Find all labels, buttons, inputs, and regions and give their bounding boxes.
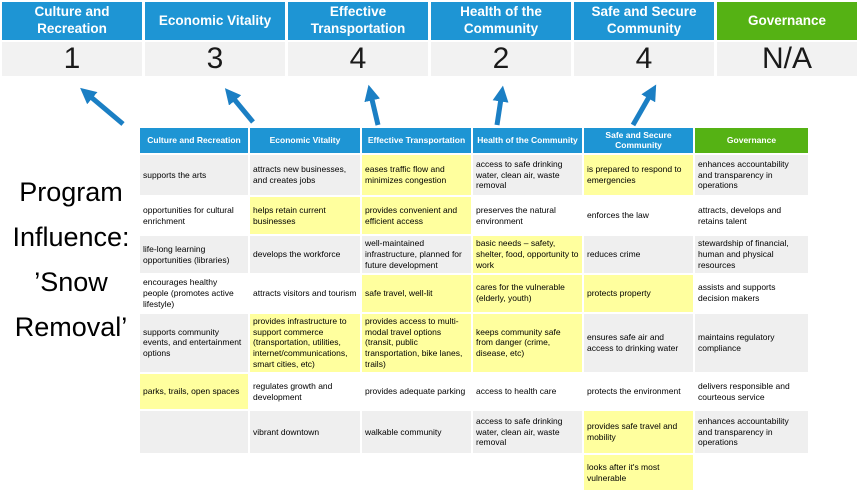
- matrix-header-2: Economic Vitality: [250, 128, 360, 153]
- matrix-cell-r2-c5: enforces the law: [584, 197, 693, 234]
- matrix-cell-r6-c2: regulates growth and development: [250, 374, 360, 409]
- matrix-cell-r7-c5: provides safe travel and mobility: [584, 411, 693, 453]
- arrow-icon-safe: [630, 84, 657, 127]
- banner-score-value: 3: [145, 42, 285, 76]
- matrix-cell-r1-c1: supports the arts: [140, 155, 248, 195]
- matrix-cell-r1-c3: eases traffic flow and minimizes congest…: [362, 155, 471, 195]
- arrow-icon-economic: [224, 88, 255, 124]
- matrix-cell-r2-c4: preserves the natural environment: [473, 197, 582, 234]
- banner-column-1: Culture and Recreation 1: [2, 2, 142, 76]
- matrix-header-1: Culture and Recreation: [140, 128, 248, 153]
- matrix-cell-r4-c1: encourages healthy people (promotes acti…: [140, 275, 248, 312]
- matrix-cell-r2-c2: helps retain current businesses: [250, 197, 360, 234]
- banner-header-label: Effective Transportation: [288, 2, 428, 40]
- matrix-cell-r4-c3: safe travel, well-lit: [362, 275, 471, 312]
- matrix-cell-r4-c4: cares for the vulnerable (elderly, youth…: [473, 275, 582, 312]
- banner-column-3: Effective Transportation 4: [288, 2, 428, 76]
- banner-score-value: 4: [574, 42, 714, 76]
- banner-score-value: 1: [2, 42, 142, 76]
- banner-column-2: Economic Vitality 3: [145, 2, 285, 76]
- matrix-cell-r4-c2: attracts visitors and tourism: [250, 275, 360, 312]
- matrix-cell-r3-c3: well-maintained infrastructure, planned …: [362, 236, 471, 273]
- banner-column-4: Health of the Community 2: [431, 2, 571, 76]
- matrix-cell-r5-c3: provides access to multi-modal travel op…: [362, 313, 471, 372]
- matrix-cell-r1-c5: is prepared to respond to emergencies: [584, 155, 693, 195]
- matrix-cell-r5-c2: provides infrastructure to support comme…: [250, 313, 360, 372]
- banner-score-value: 4: [288, 42, 428, 76]
- matrix-cell-r2-c3: provides convenient and efficient access: [362, 197, 471, 234]
- arrow-icon-health: [492, 85, 509, 126]
- matrix-cell-r3-c6: stewardship of financial, human and phys…: [695, 236, 808, 273]
- banner-header-label: Culture and Recreation: [2, 2, 142, 40]
- matrix-cell-r5-c6: maintains regulatory compliance: [695, 313, 808, 372]
- matrix-cell-r5-c1: supports community events, and entertain…: [140, 313, 248, 372]
- banner-header-label: Economic Vitality: [145, 2, 285, 40]
- matrix-cell-r7-c3: walkable community: [362, 411, 471, 453]
- program-title-line: Influence:: [12, 222, 130, 252]
- banner-header-label: Health of the Community: [431, 2, 571, 40]
- matrix-header-6: Governance: [695, 128, 808, 153]
- influence-matrix: Culture and Recreation Economic Vitality E…: [140, 128, 808, 490]
- matrix-cell-r8-c6: [695, 455, 808, 490]
- matrix-cell-r8-c1: [140, 455, 248, 490]
- matrix-cell-r6-c4: access to health care: [473, 374, 582, 409]
- arrow-icon-culture: [80, 87, 125, 126]
- program-title-line: Removal’: [14, 312, 128, 342]
- matrix-cell-r5-c5: ensures safe air and access to drinking …: [584, 313, 693, 372]
- matrix-header-3: Effective Transportation: [362, 128, 471, 153]
- matrix-cell-r2-c1: opportunities for cultural enrichment: [140, 197, 248, 234]
- matrix-cell-r7-c2: vibrant downtown: [250, 411, 360, 453]
- score-banner: Culture and Recreation 1 Economic Vitality…: [2, 2, 857, 76]
- matrix-cell-r3-c4: basic needs – safety, shelter, food, opp…: [473, 236, 582, 273]
- matrix-cell-r2-c6: attracts, develops and retains talent: [695, 197, 808, 234]
- matrix-cell-r6-c5: protects the environment: [584, 374, 693, 409]
- matrix-cell-r4-c5: protects property: [584, 275, 693, 312]
- banner-column-6: Governance N/A: [717, 2, 857, 76]
- matrix-cell-r3-c5: reduces crime: [584, 236, 693, 273]
- matrix-cell-r7-c1: [140, 411, 248, 453]
- matrix-cell-r1-c2: attracts new businesses, and creates job…: [250, 155, 360, 195]
- matrix-cell-r1-c4: access to safe drinking water, clean air…: [473, 155, 582, 195]
- matrix-cell-r6-c1: parks, trails, open spaces: [140, 374, 248, 409]
- matrix-cell-r5-c4: keeps community safe from danger (crime,…: [473, 313, 582, 372]
- banner-header-label: Governance: [717, 2, 857, 40]
- program-title-line: ’Snow: [34, 267, 108, 297]
- matrix-cell-r3-c1: life-long learning opportunities (librar…: [140, 236, 248, 273]
- matrix-cell-r8-c5: looks after it's most vulnerable: [584, 455, 693, 490]
- matrix-cell-r7-c6: enhances accountability and transparency…: [695, 411, 808, 453]
- matrix-cell-r6-c3: provides adequate parking: [362, 374, 471, 409]
- program-title-line: Program: [19, 177, 123, 207]
- banner-score-value: N/A: [717, 42, 857, 76]
- matrix-cell-r8-c2: [250, 455, 360, 490]
- banner-header-label: Safe and Secure Community: [574, 2, 714, 40]
- matrix-cell-r7-c4: access to safe drinking water, clean air…: [473, 411, 582, 453]
- arrows: [80, 84, 657, 127]
- matrix-cell-r8-c3: [362, 455, 471, 490]
- matrix-cell-r4-c6: assists and supports decision makers: [695, 275, 808, 312]
- banner-column-5: Safe and Secure Community 4: [574, 2, 714, 76]
- banner-score-value: 2: [431, 42, 571, 76]
- matrix-cell-r8-c4: [473, 455, 582, 490]
- matrix-header-5: Safe and Secure Community: [584, 128, 693, 153]
- matrix-cell-r6-c6: delivers responsible and courteous servi…: [695, 374, 808, 409]
- program-influence-title: Program Influence: ’Snow Removal’: [0, 170, 142, 350]
- matrix-cell-r1-c6: enhances accountability and transparency…: [695, 155, 808, 195]
- matrix-cell-r3-c2: develops the workforce: [250, 236, 360, 273]
- arrow-icon-transportation: [364, 84, 381, 126]
- matrix-header-4: Health of the Community: [473, 128, 582, 153]
